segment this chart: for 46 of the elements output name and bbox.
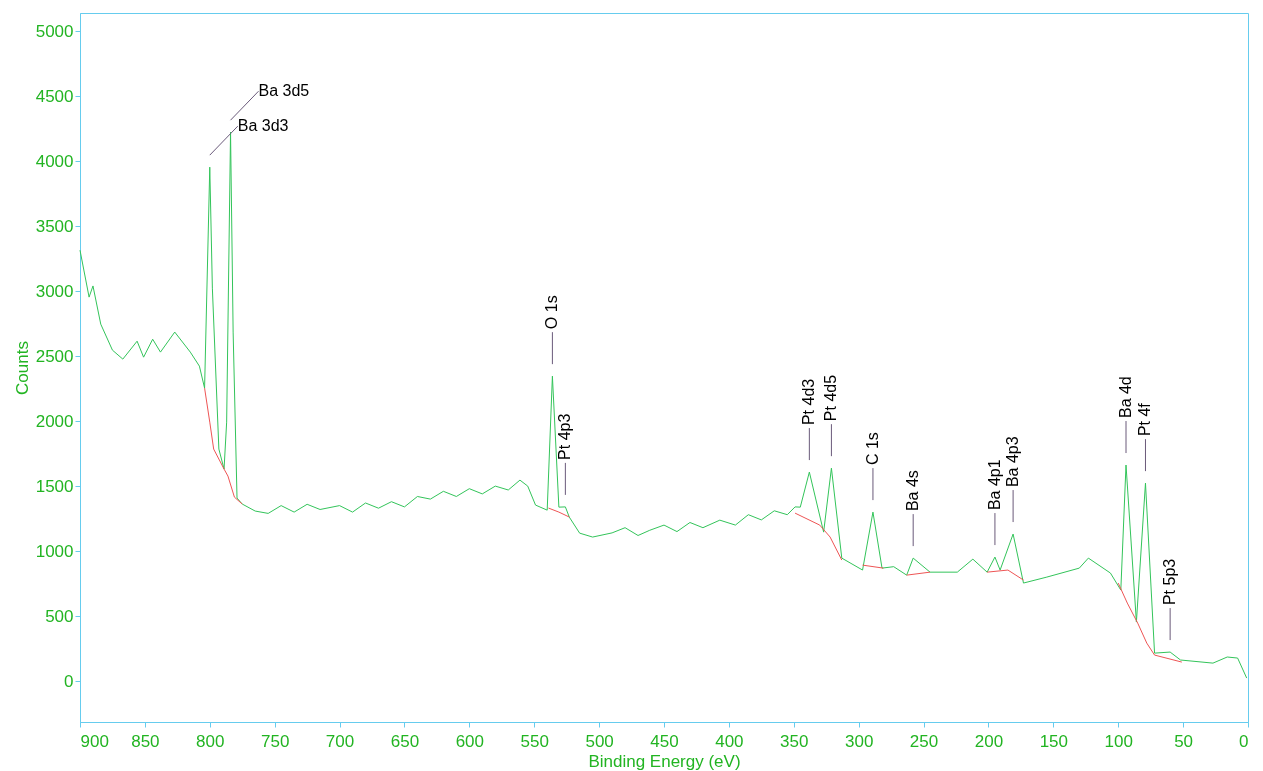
annotation: Pt 5p3	[1161, 558, 1179, 606]
x-tick-label: 600	[455, 731, 485, 751]
x-tick-label: 0	[1239, 731, 1249, 751]
annotation: Ba 4p1	[985, 459, 1003, 511]
y-axis-title: Counts	[12, 341, 32, 395]
y-tick-label: 3000	[35, 281, 74, 301]
line-series	[79, 131, 1248, 679]
annotation: Ba 4s	[904, 470, 922, 512]
y-tick-label: 500	[45, 606, 74, 626]
y-tick-label: 1000	[35, 541, 74, 561]
y-tick-label: 3500	[35, 216, 74, 236]
x-tick-label: 800	[196, 731, 225, 751]
annotation: O 1s	[543, 295, 561, 330]
annotation: Pt 4d5	[822, 374, 840, 422]
y-tick-label: 4500	[35, 86, 74, 106]
annotation: Ba 4d	[1117, 376, 1135, 419]
annotation: Ba 3d3	[237, 117, 289, 135]
y-tick-label: 5000	[35, 21, 74, 41]
annotation: Pt 4d3	[800, 378, 818, 426]
x-tick-label: 250	[909, 731, 939, 751]
annotation: C 1s	[863, 432, 881, 466]
x-tick-label: 150	[1039, 731, 1069, 751]
y-tick-label: 4000	[35, 151, 74, 171]
x-tick-label: 400	[715, 731, 744, 751]
x-axis-title: Binding Energy (eV)	[588, 751, 741, 771]
y-tick-label: 0	[64, 671, 74, 691]
annotation: Pt 4f	[1136, 402, 1154, 437]
x-tick-label: 500	[585, 731, 614, 751]
x-tick-label: 650	[390, 731, 420, 751]
x-tick-label: 850	[131, 731, 160, 751]
x-tick-label: 900	[80, 731, 109, 751]
annotation: Ba 4p3	[1004, 436, 1022, 488]
x-tick-label: 750	[260, 731, 290, 751]
x-tick-label: 100	[1104, 731, 1133, 751]
x-tick-label: 700	[325, 731, 355, 751]
annotation: Pt 4p3	[556, 413, 574, 460]
x-tick-label: 200	[974, 731, 1004, 751]
y-tick-label: 2500	[35, 346, 74, 366]
y-tick-label: 1500	[35, 476, 74, 496]
x-tick-label: 350	[780, 731, 809, 751]
annotation: Ba 3d5	[258, 82, 310, 100]
x-tick-label: 550	[520, 731, 549, 751]
x-tick-label: 450	[650, 731, 679, 751]
x-tick-label: 300	[844, 731, 874, 751]
y-tick-label: 2000	[35, 411, 74, 431]
x-tick-label: 50	[1174, 731, 1194, 751]
